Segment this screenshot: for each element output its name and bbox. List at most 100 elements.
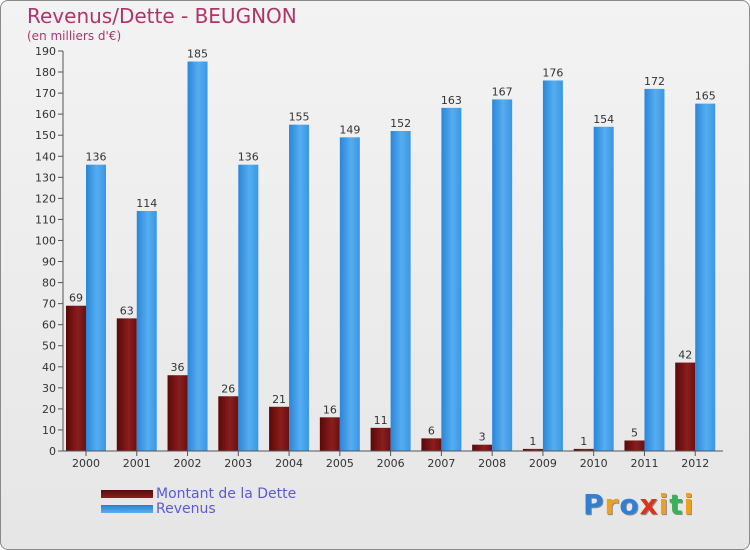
logo-letter: o xyxy=(619,488,640,521)
bar-revenus xyxy=(136,211,157,451)
bar-dette xyxy=(675,362,696,451)
bar-revenus xyxy=(86,164,106,451)
data-label-dette: 42 xyxy=(678,349,692,362)
chart-subtitle: (en milliers d'€) xyxy=(27,29,122,43)
logo-letter: t xyxy=(669,488,684,521)
proxiti-logo: Proxiti xyxy=(583,488,694,521)
y-tick-label: 0 xyxy=(49,445,56,458)
bar-revenus xyxy=(187,61,208,452)
bar-dette xyxy=(624,440,645,451)
y-tick-label: 60 xyxy=(42,319,56,332)
data-label-revenus: 172 xyxy=(644,75,665,88)
y-tick-label: 150 xyxy=(35,129,56,142)
x-tick-label: 2002 xyxy=(174,457,202,470)
y-tick-label: 20 xyxy=(42,403,56,416)
bar-dette xyxy=(421,438,442,451)
data-label-dette: 1 xyxy=(580,435,587,448)
bar-revenus xyxy=(542,80,563,451)
y-tick-label: 180 xyxy=(35,66,56,79)
bar-revenus xyxy=(492,99,513,451)
data-label-revenus: 165 xyxy=(695,90,716,103)
legend-swatch-dette xyxy=(101,490,153,498)
data-label-revenus: 114 xyxy=(136,197,157,210)
bar-dette xyxy=(573,448,594,451)
x-tick-label: 2008 xyxy=(478,457,506,470)
x-tick-label: 2010 xyxy=(580,457,608,470)
y-tick-label: 80 xyxy=(42,277,56,290)
y-tick-label: 120 xyxy=(35,192,56,205)
y-tick-label: 170 xyxy=(35,87,56,100)
logo-letter: i xyxy=(658,488,670,521)
logo-letter: r xyxy=(604,488,620,521)
legend-swatch-revenus xyxy=(101,505,153,513)
data-label-dette: 36 xyxy=(171,361,185,374)
x-tick-label: 2000 xyxy=(72,457,100,470)
bar-dette xyxy=(116,318,137,451)
x-tick-label: 2011 xyxy=(630,457,658,470)
data-label-revenus: 176 xyxy=(542,66,563,79)
data-label-dette: 21 xyxy=(272,393,286,406)
bar-dette xyxy=(370,427,391,451)
data-label-dette: 16 xyxy=(323,403,337,416)
data-label-dette: 5 xyxy=(631,426,638,439)
data-label-revenus: 167 xyxy=(492,85,513,98)
bars: 6913663114361852613621155161491115261633… xyxy=(66,48,716,452)
data-label-revenus: 149 xyxy=(339,123,360,136)
bar-dette xyxy=(522,448,543,451)
data-label-revenus: 136 xyxy=(86,151,107,164)
bar-dette xyxy=(269,406,290,451)
y-tick-label: 190 xyxy=(35,45,56,58)
legend-label-revenus: Revenus xyxy=(156,501,216,517)
y-tick-label: 10 xyxy=(42,424,56,437)
data-label-dette: 6 xyxy=(428,424,435,437)
bar-dette xyxy=(319,417,340,451)
data-label-revenus: 185 xyxy=(187,48,208,61)
data-label-revenus: 136 xyxy=(238,151,259,164)
bar-revenus xyxy=(644,88,665,451)
y-axis: 0 10 20 30 40 50 60 70 80 90 100 110 120 130 140 150 160… xyxy=(35,45,64,458)
y-tick-label: 160 xyxy=(35,108,56,121)
x-tick-label: 2005 xyxy=(326,457,354,470)
data-label-revenus: 152 xyxy=(390,117,411,130)
bar-revenus xyxy=(289,124,310,452)
y-tick-label: 70 xyxy=(42,298,56,311)
data-label-dette: 3 xyxy=(479,431,486,444)
logo-letter: P xyxy=(583,488,605,521)
data-label-dette: 1 xyxy=(529,435,536,448)
chart-title: Revenus/Dette - BEUGNON xyxy=(27,4,297,28)
bar-revenus xyxy=(695,103,716,451)
bar-dette xyxy=(218,396,239,451)
y-tick-label: 110 xyxy=(35,213,56,226)
data-label-revenus: 155 xyxy=(289,111,310,124)
y-tick-label: 50 xyxy=(42,340,56,353)
x-tick-label: 2009 xyxy=(529,457,557,470)
y-tick-label: 130 xyxy=(35,171,56,184)
y-tick-label: 40 xyxy=(42,361,56,374)
x-tick-label: 2006 xyxy=(377,457,405,470)
data-label-dette: 69 xyxy=(69,292,83,305)
bar-dette xyxy=(472,444,493,451)
x-tick-label: 2003 xyxy=(224,457,252,470)
data-label-dette: 11 xyxy=(374,414,388,427)
data-label-revenus: 163 xyxy=(441,94,462,107)
bar-revenus xyxy=(390,131,411,451)
bar-revenus xyxy=(593,126,614,451)
y-tick-label: 100 xyxy=(35,234,56,247)
x-tick-label: 2007 xyxy=(427,457,455,470)
y-tick-label: 140 xyxy=(35,150,56,163)
data-label-dette: 63 xyxy=(120,304,134,317)
logo-letter: i xyxy=(683,488,695,521)
legend-label-dette: Montant de la Dette xyxy=(156,486,297,502)
bar-revenus xyxy=(238,164,259,451)
bar-dette xyxy=(167,375,188,451)
bar-revenus xyxy=(339,137,360,451)
data-label-revenus: 154 xyxy=(593,113,614,126)
bar-revenus xyxy=(441,107,462,451)
x-tick-label: 2012 xyxy=(681,457,709,470)
x-tick-label: 2004 xyxy=(275,457,303,470)
x-tick-label: 2001 xyxy=(123,457,151,470)
data-label-dette: 26 xyxy=(221,382,235,395)
y-tick-label: 90 xyxy=(42,256,56,269)
